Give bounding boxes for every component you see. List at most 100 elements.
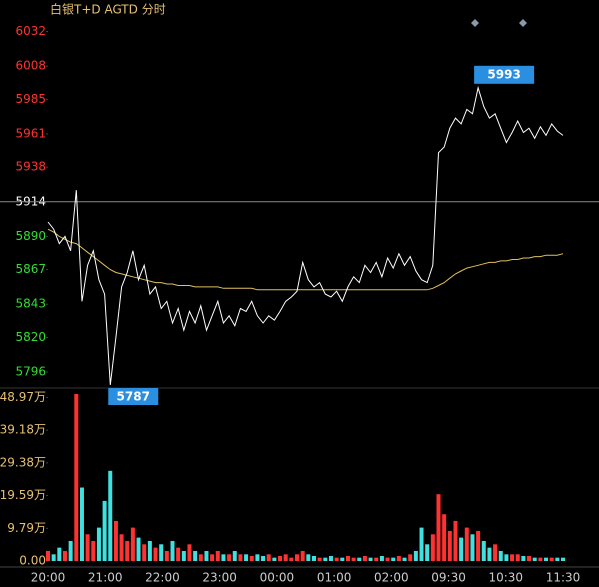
x-tick-label: 22:00 <box>145 571 180 585</box>
volume-bar <box>408 554 413 561</box>
volume-bar <box>96 527 101 561</box>
price-line <box>47 85 564 386</box>
volume-bar <box>323 557 328 561</box>
volume-bar <box>504 554 509 561</box>
volume-bar <box>487 547 492 561</box>
volume-bar <box>125 540 130 561</box>
volume-bar <box>119 534 124 561</box>
volume-bar <box>345 555 350 561</box>
y-tick-label: 5890 <box>15 229 46 243</box>
high-label: 5993 <box>487 67 520 81</box>
volume-bar <box>198 554 203 561</box>
volume-bar <box>317 557 322 561</box>
volume-bar <box>278 555 283 561</box>
volume-bar <box>232 550 237 561</box>
volume-bar <box>470 534 475 561</box>
volume-bar <box>340 557 345 561</box>
x-tick-label: 23:00 <box>202 571 237 585</box>
volume-bar <box>238 554 243 561</box>
volume-bar <box>436 494 441 561</box>
x-tick-label: 01:00 <box>317 571 352 585</box>
volume-bar <box>289 557 294 561</box>
y-tick-label: 5985 <box>15 92 46 106</box>
x-tick-label: 02:00 <box>374 571 409 585</box>
volume-bar <box>357 557 362 561</box>
y-tick-label: 5938 <box>15 160 46 174</box>
y-tick-label: 5820 <box>15 330 46 344</box>
volume-bar <box>85 534 90 561</box>
volume-bar <box>79 487 84 561</box>
volume-bar <box>368 557 373 561</box>
y-tick-label: 6032 <box>15 24 46 38</box>
y-tick-label: 5961 <box>15 126 46 140</box>
volume-bar <box>351 557 356 561</box>
volume-bar <box>402 557 407 561</box>
volume-bar <box>46 550 50 561</box>
volume-bar <box>453 520 458 561</box>
y-tick-label: 5796 <box>15 365 46 379</box>
volume-bar <box>532 557 537 561</box>
volume-bar <box>210 554 215 561</box>
volume-bar <box>164 550 169 561</box>
volume-tick-label: 0.00 <box>19 554 46 568</box>
volume-bar <box>142 544 147 561</box>
x-tick-label: 11:30 <box>546 571 581 585</box>
volume-bar <box>113 520 118 561</box>
volume-bar <box>295 554 300 561</box>
volume-bar <box>481 540 486 561</box>
volume-bar <box>187 544 192 561</box>
volume-bar <box>176 547 181 561</box>
volume-bar <box>266 554 271 561</box>
volume-bar <box>425 544 430 561</box>
volume-bar <box>62 550 67 561</box>
volume-bar <box>147 540 152 561</box>
volume-bar <box>170 540 175 561</box>
volume-tick-label: 29.38万 <box>0 455 46 469</box>
volume-bar <box>74 394 79 561</box>
volume-bar <box>159 544 164 561</box>
volume-bar <box>430 534 435 561</box>
volume-bar <box>204 550 209 561</box>
volume-bar <box>459 537 464 561</box>
volume-bar <box>68 540 73 561</box>
volume-bar <box>419 527 424 561</box>
volume-bar <box>221 554 226 561</box>
volume-bar <box>283 554 288 561</box>
volume-bar <box>249 555 254 561</box>
volume-bar <box>306 554 311 561</box>
volume-bar <box>544 557 549 561</box>
volume-bar <box>311 555 316 561</box>
volume-bar <box>391 557 396 561</box>
volume-bar <box>51 554 56 561</box>
volume-bar <box>334 557 339 561</box>
volume-bar <box>374 557 379 561</box>
volume-bar <box>447 530 452 561</box>
volume-bar <box>255 554 260 561</box>
volume-bar <box>521 555 526 561</box>
average-line <box>47 228 564 291</box>
y-tick-label: 5867 <box>15 262 46 276</box>
volume-tick-label: 19.59万 <box>0 488 46 502</box>
volume-bar <box>261 555 266 561</box>
y-tick-label: 5843 <box>15 297 46 311</box>
volume-bar <box>561 557 565 561</box>
volume-bar <box>91 540 96 561</box>
y-tick-label: 6008 <box>15 59 46 73</box>
volume-tick-label: 48.97万 <box>0 390 46 404</box>
volume-bar <box>379 555 384 561</box>
volume-bar <box>215 550 220 561</box>
volume-bar <box>464 527 469 561</box>
x-tick-label: 20:00 <box>31 571 66 585</box>
low-label-box <box>108 388 159 405</box>
volume-bar <box>362 555 367 561</box>
volume-bar <box>300 550 305 561</box>
x-tick-label: 00:00 <box>260 571 295 585</box>
volume-bar <box>193 550 198 561</box>
volume-bar <box>493 544 498 561</box>
volume-bar <box>413 550 418 561</box>
volume-bar <box>510 554 515 561</box>
volume-bar <box>102 500 107 561</box>
volume-bar <box>527 555 532 561</box>
volume-bar <box>549 557 554 561</box>
volume-bar <box>555 557 560 561</box>
